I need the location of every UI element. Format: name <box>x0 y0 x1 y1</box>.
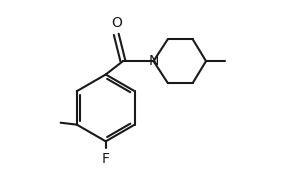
Text: F: F <box>102 152 110 166</box>
Text: N: N <box>148 54 159 68</box>
Text: O: O <box>111 16 122 30</box>
